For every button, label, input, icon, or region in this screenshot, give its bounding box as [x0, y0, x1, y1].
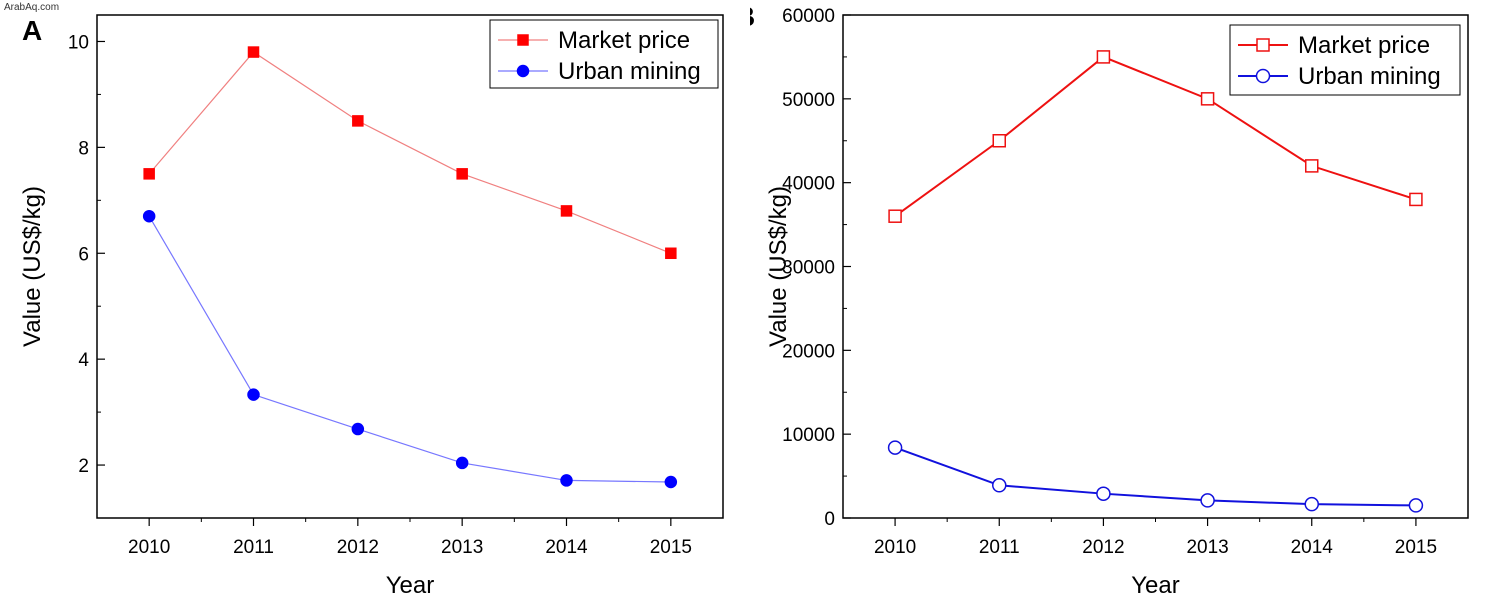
data-point — [1096, 486, 1111, 501]
series-line — [148, 51, 672, 254]
data-point — [351, 422, 365, 436]
data-point — [560, 474, 573, 487]
y-axis-label: Value (US$/kg) — [19, 186, 46, 347]
y-axis-label: Value (US$/kg) — [765, 186, 792, 347]
data-point — [1096, 50, 1111, 64]
series-urban-mining — [142, 209, 678, 489]
legend-item: Urban mining — [498, 58, 701, 85]
x-tick-label: 2011 — [979, 537, 1020, 558]
legend-label: Urban mining — [1298, 63, 1441, 90]
x-tick-label: 2013 — [441, 537, 483, 558]
x-tick-label: 2013 — [1186, 537, 1228, 558]
y-tick-label: 10 — [68, 32, 89, 53]
data-point — [992, 134, 1006, 148]
chart-panel-a: A 2 4 6 8 10 2010 2011 2012 2013 2014 2015 Year Value… — [19, 14, 724, 599]
y-tick-label: 6 — [78, 244, 89, 265]
legend-box — [489, 19, 719, 89]
y-tick-label: 50000 — [782, 90, 835, 111]
data-point — [143, 168, 155, 180]
series-market-price — [143, 46, 677, 260]
y-tick-label: 4 — [78, 350, 89, 371]
data-point — [247, 46, 260, 58]
legend-item: Market price — [498, 27, 690, 54]
series-line — [894, 446, 1416, 507]
data-point — [888, 209, 902, 223]
data-point — [887, 440, 903, 455]
series-market-price — [888, 50, 1423, 223]
data-point — [1200, 92, 1215, 106]
x-axis-label: Year — [386, 572, 435, 599]
x-tick-label: 2010 — [128, 537, 170, 558]
y-tick-label: 20000 — [782, 341, 835, 362]
data-point — [455, 456, 469, 470]
legend: Market price Urban mining — [489, 19, 719, 89]
y-tick-label: 40000 — [782, 174, 835, 195]
y-tick-label: 2 — [78, 456, 89, 477]
legend-box — [1229, 24, 1461, 96]
data-point — [247, 388, 260, 401]
watermark: ArabAq.com — [4, 2, 60, 13]
x-tick-label: 2015 — [650, 537, 692, 558]
data-point — [456, 168, 468, 180]
legend-marker — [516, 64, 530, 78]
data-point — [352, 115, 364, 127]
legend-marker — [517, 34, 529, 46]
x-tick-label: 2012 — [1082, 537, 1124, 558]
data-point — [142, 209, 156, 223]
panel-label: A — [22, 15, 42, 46]
data-point — [664, 475, 678, 489]
series-line — [894, 55, 1417, 218]
data-point — [1304, 496, 1319, 512]
y-tick-label: 60000 — [782, 6, 835, 27]
legend-label: Urban mining — [558, 58, 701, 85]
data-point — [665, 247, 677, 260]
legend: Market price Urban mining — [1229, 24, 1461, 96]
data-point — [1200, 493, 1215, 508]
data-point — [560, 205, 573, 217]
panel-label: B — [750, 1, 755, 32]
legend-item: Market price — [1238, 32, 1430, 59]
legend-marker — [1256, 38, 1270, 52]
y-tick-label: 10000 — [782, 425, 835, 446]
x-axis-label: Year — [1131, 572, 1180, 599]
data-point — [1305, 159, 1319, 173]
y-tick-label: 0 — [824, 509, 835, 530]
data-point — [992, 478, 1007, 493]
legend-label: Market price — [1298, 32, 1430, 59]
data-point — [1409, 192, 1423, 207]
legend-marker — [1255, 68, 1271, 84]
plot-frame — [96, 14, 724, 519]
x-tick-label: 2010 — [874, 537, 916, 558]
x-tick-label: 2011 — [233, 537, 274, 558]
data-point — [1408, 498, 1424, 513]
legend-label: Market price — [558, 27, 690, 54]
x-tick-label: 2012 — [337, 537, 379, 558]
series-urban-mining — [887, 440, 1424, 513]
y-tick-label: 30000 — [782, 258, 835, 279]
x-tick-label: 2014 — [1291, 537, 1334, 558]
legend-item: Urban mining — [1238, 63, 1441, 90]
x-tick-label: 2015 — [1395, 537, 1437, 558]
chart-panel-b: B 0 10000 20000 30000 40000 50000 60000 2010 2011… — [750, 1, 1469, 599]
y-tick-label: 8 — [78, 138, 89, 159]
series-line — [148, 215, 671, 483]
x-tick-label: 2014 — [545, 537, 588, 558]
